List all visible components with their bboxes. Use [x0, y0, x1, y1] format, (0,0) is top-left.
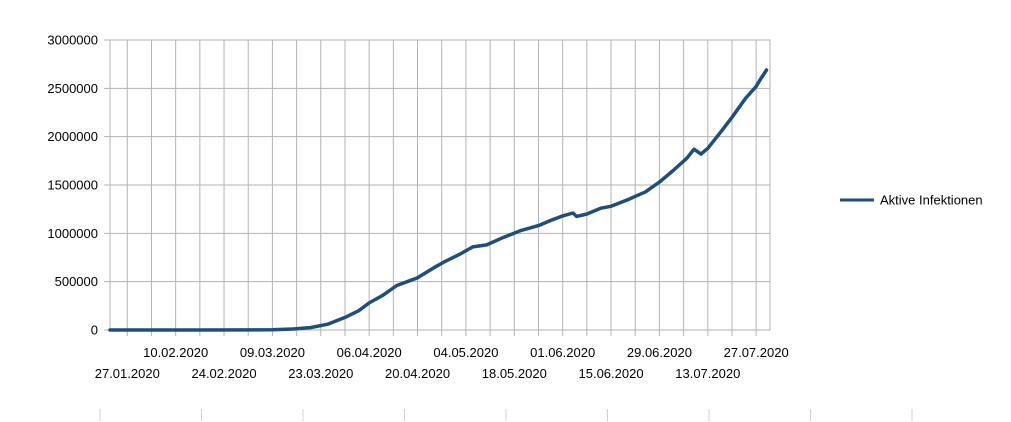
x-tick-label: 01.06.2020	[530, 345, 595, 360]
x-tick-label: 04.05.2020	[433, 345, 498, 360]
y-tick-label: 3000000	[47, 33, 98, 48]
x-tick-label: 15.06.2020	[579, 366, 644, 381]
x-axis-labels: 27.01.2020 10.02.2020 24.02.2020 09.03.2020…	[95, 345, 789, 381]
grid	[104, 39, 770, 336]
plot-frame	[109, 39, 771, 331]
y-tick-label: 0	[91, 323, 98, 338]
x-tick-label: 20.04.2020	[385, 366, 450, 381]
y-tick-label: 2500000	[47, 81, 98, 96]
x-tick-label: 06.04.2020	[337, 345, 402, 360]
y-tick-label: 500000	[55, 274, 98, 289]
x-tick-label: 27.01.2020	[95, 366, 160, 381]
plot-border	[109, 39, 771, 331]
x-tick-label: 29.06.2020	[627, 345, 692, 360]
x-tick-label: 10.02.2020	[143, 345, 208, 360]
y-tick-label: 1500000	[47, 178, 98, 193]
x-tick-label: 27.07.2020	[724, 345, 789, 360]
y-tick-label: 1000000	[47, 226, 98, 241]
x-tick-label: 09.03.2020	[240, 345, 305, 360]
y-tick-label: 2000000	[47, 129, 98, 144]
legend: Aktive Infektionen	[840, 193, 983, 208]
y-axis-labels: 0 500000 1000000 1500000 2000000 2500000 30000…	[47, 33, 98, 338]
x-tick-label: 13.07.2020	[675, 366, 740, 381]
series-layer	[108, 68, 769, 332]
legend-label: Aktive Infektionen	[880, 193, 983, 208]
series-line	[108, 68, 769, 332]
x-tick-label: 23.03.2020	[288, 366, 353, 381]
x-tick-label: 18.05.2020	[482, 366, 547, 381]
bottom-tick-marks	[99, 409, 913, 421]
x-tick-label: 24.02.2020	[191, 366, 256, 381]
